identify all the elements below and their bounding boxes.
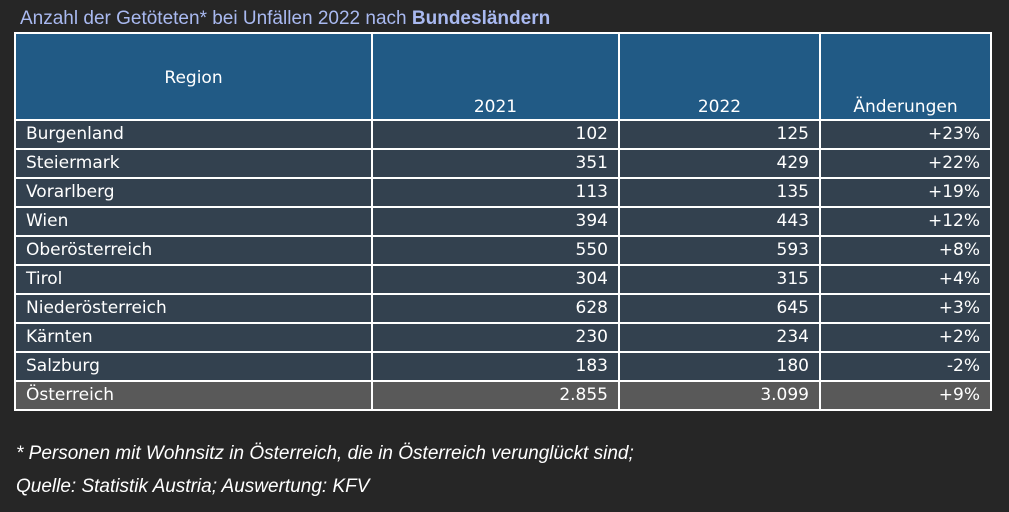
value-2022-cell: 125 (618, 119, 821, 150)
change-cell: +8% (819, 235, 992, 266)
region-cell: Steiermark (14, 148, 373, 179)
table-row: Salzburg 183 180 -2% (14, 351, 992, 382)
value-2022-cell: 180 (618, 351, 821, 382)
value-2022-cell: 593 (618, 235, 821, 266)
value-2021-cell: 183 (371, 351, 620, 382)
change-cell: +23% (819, 119, 992, 150)
change-cell: +3% (819, 293, 992, 324)
value-2021-cell: 351 (371, 148, 620, 179)
value-2021-cell: 304 (371, 264, 620, 295)
total-2021-cell: 2.855 (371, 380, 620, 411)
change-cell: +4% (819, 264, 992, 295)
region-cell: Niederösterreich (14, 293, 373, 324)
table-row: Steiermark 351 429 +22% (14, 148, 992, 179)
region-cell: Salzburg (14, 351, 373, 382)
table-header-row: Region 2021 2022 Änderungen (14, 32, 992, 121)
total-region-cell: Österreich (14, 380, 373, 411)
region-cell: Wien (14, 206, 373, 237)
value-2022-cell: 645 (618, 293, 821, 324)
value-2021-cell: 628 (371, 293, 620, 324)
value-2021-cell: 394 (371, 206, 620, 237)
value-2021-cell: 113 (371, 177, 620, 208)
total-change-cell: +9% (819, 380, 992, 411)
value-2022-cell: 135 (618, 177, 821, 208)
region-cell: Oberösterreich (14, 235, 373, 266)
value-2021-cell: 550 (371, 235, 620, 266)
value-2022-cell: 315 (618, 264, 821, 295)
footnote-source: Quelle: Statistik Austria; Auswertung: K… (16, 476, 370, 497)
region-cell: Vorarlberg (14, 177, 373, 208)
column-header-2021: 2021 (371, 32, 620, 121)
value-2022-cell: 234 (618, 322, 821, 353)
value-2021-cell: 102 (371, 119, 620, 150)
column-header-region: Region (14, 32, 373, 121)
region-cell: Tirol (14, 264, 373, 295)
change-cell: +19% (819, 177, 992, 208)
table-row: Kärnten 230 234 +2% (14, 322, 992, 353)
total-row: Österreich 2.855 3.099 +9% (14, 380, 992, 411)
value-2021-cell: 230 (371, 322, 620, 353)
chart-title: Anzahl der Getöteten* bei Unfällen 2022 … (20, 8, 550, 30)
footnote-definition: * Personen mit Wohnsitz in Österreich, d… (16, 443, 634, 464)
region-cell: Kärnten (14, 322, 373, 353)
table-row: Vorarlberg 113 135 +19% (14, 177, 992, 208)
table-row: Niederösterreich 628 645 +3% (14, 293, 992, 324)
chart-title-emphasis: Bundesländern (411, 8, 551, 29)
column-header-2022: 2022 (618, 32, 821, 121)
column-header-change: Änderungen (819, 32, 992, 121)
change-cell: +12% (819, 206, 992, 237)
table-row: Wien 394 443 +12% (14, 206, 992, 237)
value-2022-cell: 429 (618, 148, 821, 179)
chart-title-prefix: Anzahl der Getöteten* bei Unfällen 2022 … (20, 8, 412, 29)
region-cell: Burgenland (14, 119, 373, 150)
table-row: Oberösterreich 550 593 +8% (14, 235, 992, 266)
value-2022-cell: 443 (618, 206, 821, 237)
change-cell: +2% (819, 322, 992, 353)
change-cell: -2% (819, 351, 992, 382)
total-2022-cell: 3.099 (618, 380, 821, 411)
fatalities-table: Region 2021 2022 Änderungen Burgenland 1… (14, 32, 992, 411)
table-row: Tirol 304 315 +4% (14, 264, 992, 295)
change-cell: +22% (819, 148, 992, 179)
table-row: Burgenland 102 125 +23% (14, 119, 992, 150)
